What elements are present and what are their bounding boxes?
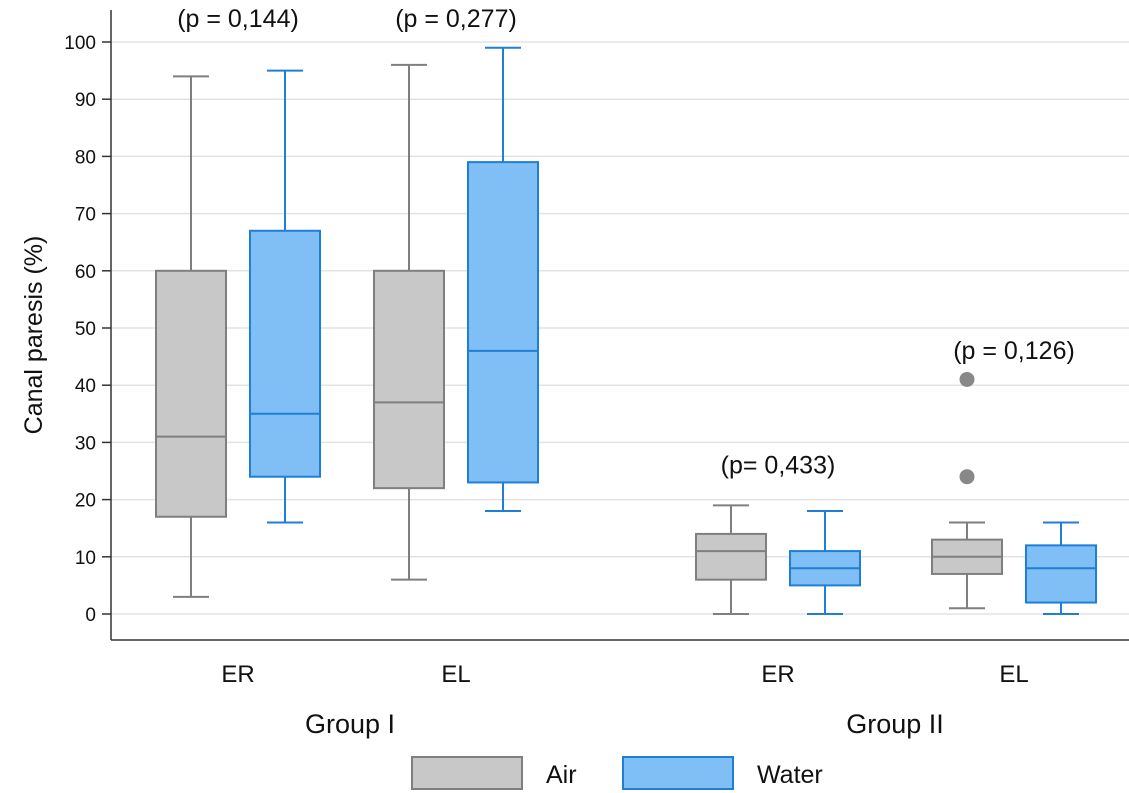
p-value-annotation: (p= 0,433) [721,451,836,479]
boxes [155,46,1097,615]
y-tick-label: 10 [75,548,96,569]
y-tick-label: 60 [75,262,96,283]
legend-label-water: Water [757,761,823,789]
axes: 0 10 20 30 40 50 60 70 80 90 100 Canal paresis (%) [20,10,1129,641]
y-tick-label: 50 [75,319,96,340]
box-iqr [1025,544,1097,604]
box-iqr [695,532,767,581]
box-iqr [467,161,539,484]
outlier-point [959,371,975,387]
y-tick-label: 30 [75,433,96,454]
y-tick-label: 80 [75,147,96,168]
box-iqr [155,269,227,518]
legend-swatch-air [411,756,523,790]
y-tick-label: 100 [64,33,96,54]
box-water-3 [1025,521,1097,615]
box-air-1 [373,63,445,581]
p-value-annotation: (p = 0,277) [395,5,517,33]
x-category-label: EL [441,661,470,688]
y-tick-label: 70 [75,205,96,226]
box-iqr [249,229,321,478]
x-category-label: ER [761,661,794,688]
x-category-label: EL [999,661,1028,688]
legend-swatch-water [622,756,734,790]
x-group-label: Group I [305,709,395,739]
p-value-annotation: (p = 0,126) [953,337,1075,365]
box-water-2 [789,510,861,615]
y-axis-title: Canal paresis (%) [20,236,48,435]
labels: ER EL Group I ER EL Group II (p = 0,144) (p = 0… [177,5,1075,739]
y-tick-label: 20 [75,491,96,512]
box-water-1 [467,46,539,513]
outlier-point [959,469,975,485]
box-iqr [373,269,445,490]
p-value-annotation: (p = 0,144) [177,5,299,33]
y-tick-label: 0 [85,605,96,626]
box-air-0 [155,75,227,598]
legend: Air Water [411,756,823,790]
y-tick-label: 40 [75,376,96,397]
legend-label-air: Air [546,761,577,789]
box-water-0 [249,69,321,524]
box-air-2 [695,504,767,615]
x-category-label: ER [221,661,254,688]
y-tick-label: 90 [75,90,96,111]
x-group-label: Group II [846,709,944,739]
box-air-3 [931,371,1003,610]
